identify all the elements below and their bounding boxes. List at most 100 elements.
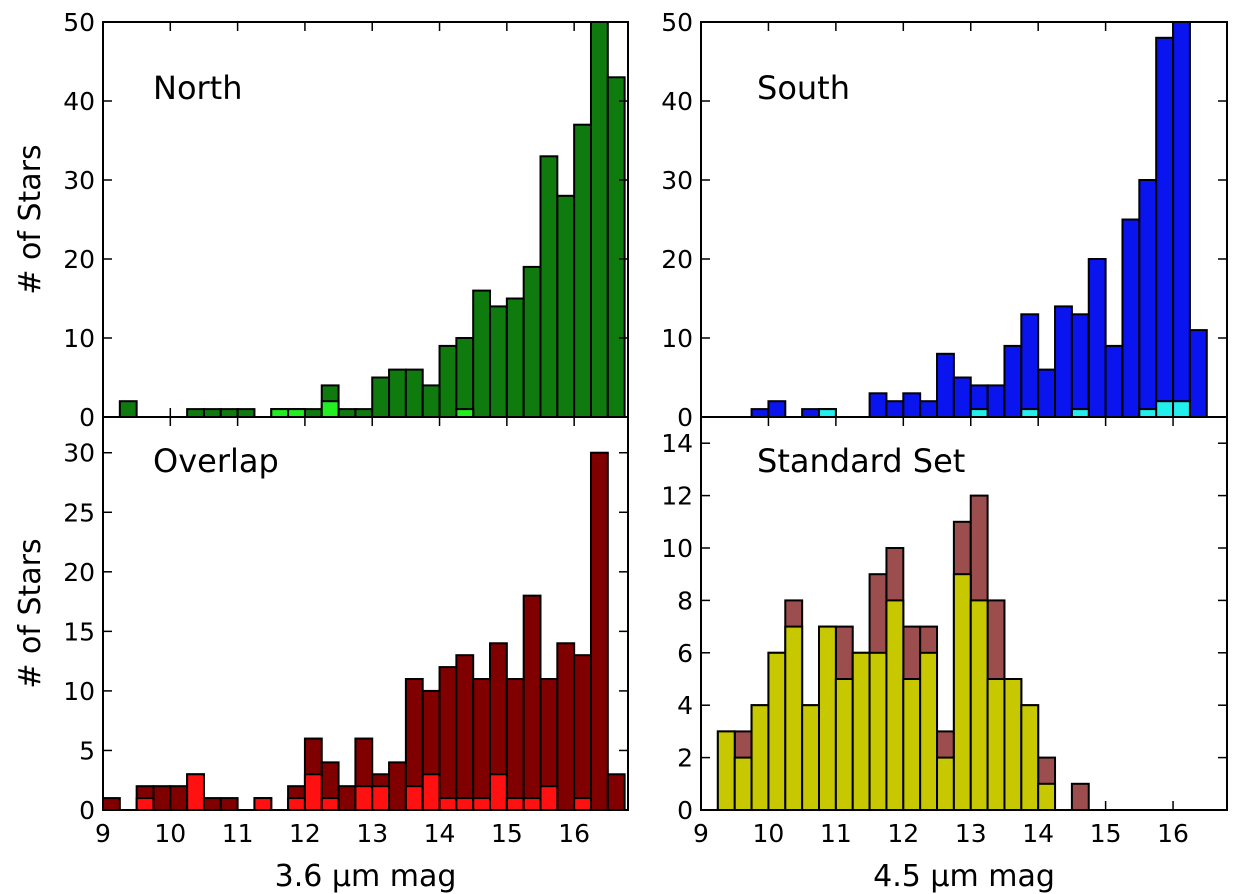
- y-axis-label: # of Stars: [13, 144, 48, 294]
- bar-main: [750, 408, 770, 419]
- bar-main: [1188, 329, 1208, 419]
- bar-sub: [733, 756, 753, 811]
- bar-main: [337, 408, 357, 419]
- bar-main: [169, 785, 189, 812]
- bar-main: [388, 761, 407, 812]
- bar-sub: [919, 651, 939, 811]
- bar-sub: [287, 408, 306, 419]
- overlap-panel: 9 10 11 12 13 14 15 16 0 5 10 15 20 25 30 Overlap # of S…: [13, 416, 629, 894]
- y-tick-label: 25: [63, 498, 95, 527]
- bar-main: [606, 76, 626, 419]
- x-tick-label: 12: [887, 819, 919, 848]
- bar-main: [589, 21, 609, 418]
- x-tick-label: 16: [558, 819, 590, 848]
- y-tick-label: 14: [661, 429, 693, 458]
- y-tick-label: 4: [677, 691, 693, 720]
- y-tick-label: 10: [63, 324, 95, 353]
- y-tick-label: 30: [63, 439, 95, 468]
- bar-main: [1003, 344, 1023, 418]
- y-tick-label: 50: [661, 8, 693, 37]
- x-tick-label: 11: [222, 819, 254, 848]
- bar-main: [1138, 179, 1158, 418]
- bar-sub: [767, 651, 787, 811]
- bar-main: [573, 654, 592, 811]
- y-tick-label: 2: [677, 744, 693, 773]
- bar-sub: [1155, 400, 1175, 419]
- bar-main: [337, 785, 357, 812]
- bar-sub: [784, 625, 804, 811]
- bar-sub: [186, 773, 205, 811]
- panel-label: North: [153, 69, 243, 107]
- bar-main: [219, 797, 239, 811]
- bar-main: [472, 678, 492, 811]
- bar-main: [556, 642, 576, 811]
- bar-sub: [455, 408, 475, 419]
- bar-main: [472, 289, 492, 419]
- bar-main: [118, 400, 138, 419]
- bar-main: [1070, 782, 1090, 811]
- bar-main: [606, 773, 626, 811]
- bar-main: [1087, 258, 1107, 418]
- bar-main: [219, 408, 239, 419]
- bar-sub: [1003, 678, 1023, 811]
- bar-main: [868, 392, 888, 418]
- y-tick-label: 20: [661, 245, 693, 274]
- bar-sub: [1020, 408, 1040, 419]
- y-tick-label: 40: [63, 87, 95, 116]
- bar-sub: [438, 797, 458, 811]
- bar-main: [1121, 218, 1141, 418]
- y-tick-label: 30: [63, 166, 95, 195]
- bar-main: [1037, 368, 1057, 419]
- bar-main: [354, 408, 374, 419]
- bar-main: [1070, 313, 1090, 418]
- x-tick-label: 9: [693, 819, 709, 848]
- bar-sub: [371, 785, 391, 812]
- bar-sub: [489, 773, 508, 811]
- bar-sub: [818, 625, 837, 811]
- bar-sub: [868, 651, 888, 811]
- bar-main: [421, 384, 441, 418]
- bar-sub: [320, 797, 340, 811]
- bar-sub: [885, 599, 905, 812]
- y-tick-label: 20: [63, 558, 95, 587]
- bar-sub: [573, 797, 592, 811]
- bar-sub: [969, 599, 989, 812]
- bar-main: [986, 384, 1006, 418]
- bar-sub: [834, 678, 854, 811]
- panel-label: South: [757, 69, 850, 107]
- bar-main: [505, 297, 525, 418]
- bar-main: [1104, 344, 1124, 418]
- bar-main: [388, 368, 407, 419]
- y-tick-label: 10: [661, 324, 693, 353]
- plot-frame: [700, 416, 1228, 811]
- bar-sub: [1020, 704, 1040, 812]
- bar-sub: [750, 704, 770, 812]
- bar-main: [767, 400, 787, 419]
- bar-main: [522, 265, 542, 418]
- bar-sub: [1172, 400, 1191, 419]
- bar-sub: [986, 678, 1006, 811]
- bar-sub: [404, 785, 424, 812]
- bar-sub: [253, 797, 273, 811]
- bar-sub: [354, 785, 374, 812]
- x-tick-label: 12: [289, 819, 321, 848]
- x-tick-label: 9: [95, 819, 111, 848]
- y-tick-label: 5: [79, 736, 95, 765]
- y-tick-label: 30: [661, 166, 693, 195]
- bar-main: [1155, 36, 1175, 419]
- bar-main: [438, 666, 458, 811]
- y-tick-label: 40: [661, 87, 693, 116]
- y-tick-label: 15: [63, 617, 95, 646]
- bar-sub: [952, 573, 972, 812]
- bar-sub: [936, 756, 955, 811]
- x-tick-label: 14: [1022, 819, 1054, 848]
- bar-main: [505, 678, 525, 811]
- bar-sub: [522, 797, 542, 811]
- x-tick-label: 10: [753, 819, 785, 848]
- x-tick-label: 13: [955, 819, 987, 848]
- bar-main: [1054, 305, 1073, 418]
- bar-sub: [1138, 408, 1158, 419]
- bar-main: [589, 451, 609, 811]
- south-panel: 0 10 20 30 40 50 South: [661, 8, 1228, 432]
